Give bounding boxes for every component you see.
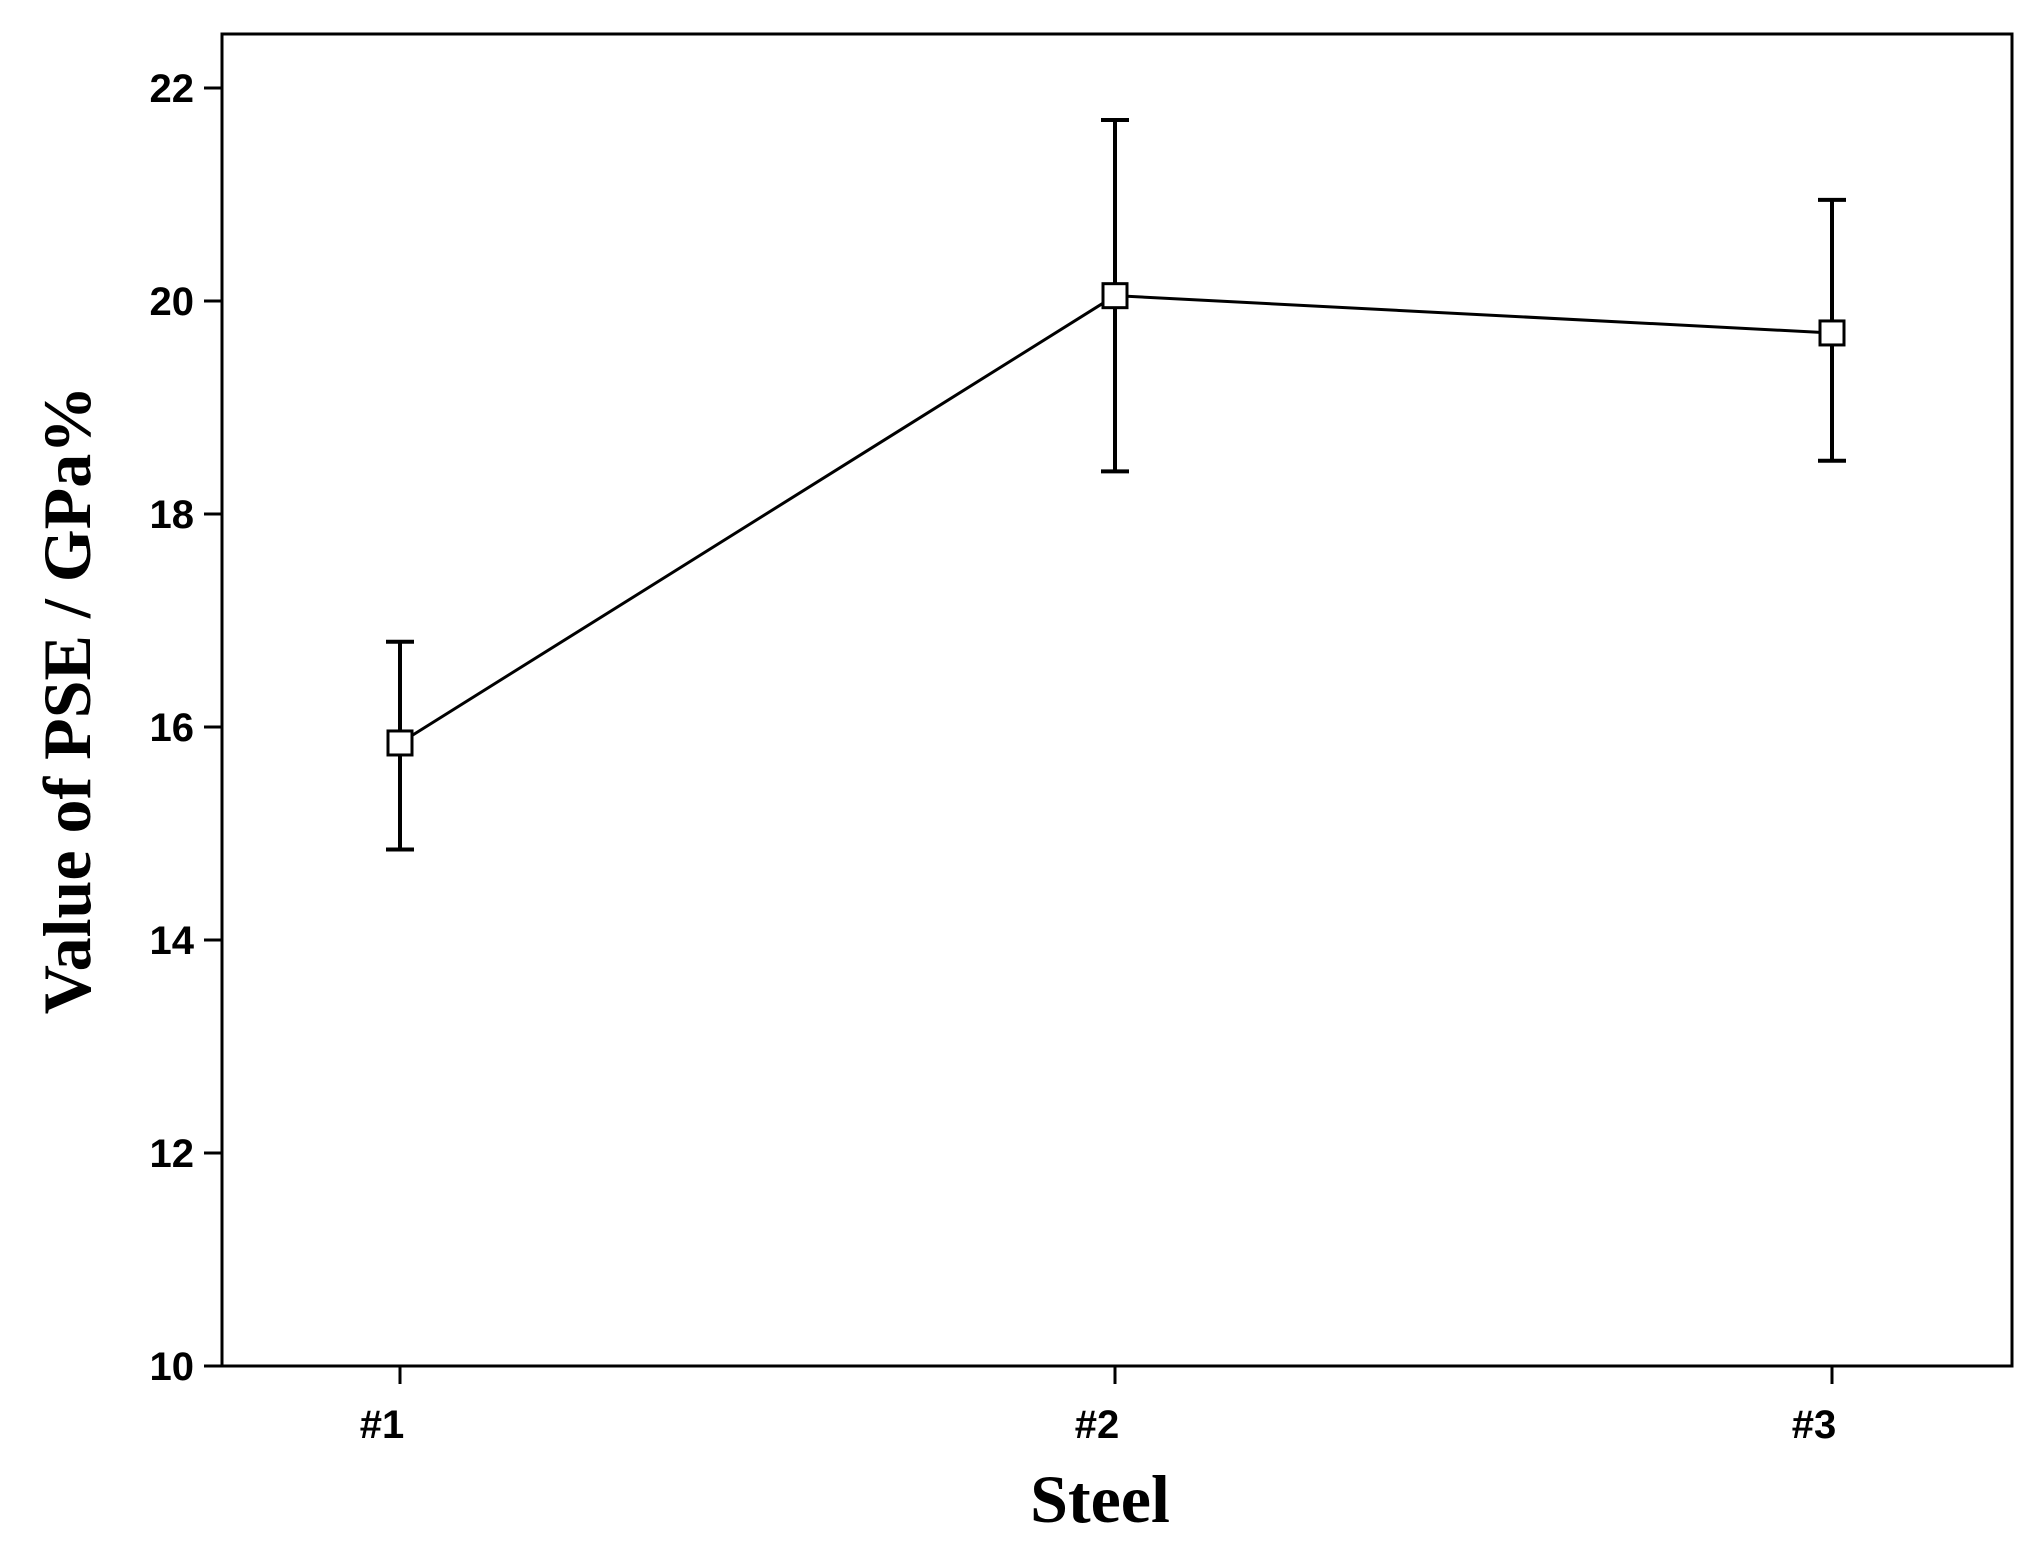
y-tick-label: 10 [150, 1345, 195, 1389]
series-layer [386, 117, 1846, 852]
y-tick-label: 14 [150, 919, 195, 963]
data-point [1101, 282, 1129, 310]
y-tick-label: 20 [150, 280, 195, 324]
y-tick-label: 16 [150, 706, 195, 750]
plot-area [220, 32, 2014, 1368]
data-point [1818, 319, 1846, 347]
x-tick-label: #3 [1792, 1403, 1837, 1447]
data-point [386, 729, 414, 757]
y-tick-label: 18 [150, 493, 195, 537]
x-tick-label: #2 [1075, 1403, 1120, 1447]
y-axis-title: Value of PSE / GPa% [29, 386, 105, 1014]
y-tick-label: 12 [150, 1132, 195, 1176]
y-tick-label: 22 [150, 67, 195, 111]
x-tick-label: #1 [360, 1403, 405, 1447]
y-axis: 10 12 14 16 18 20 22 [150, 67, 222, 1389]
x-axis-title: Steel [1030, 1461, 1170, 1537]
x-axis: #1 #2 #3 [360, 1366, 1837, 1447]
